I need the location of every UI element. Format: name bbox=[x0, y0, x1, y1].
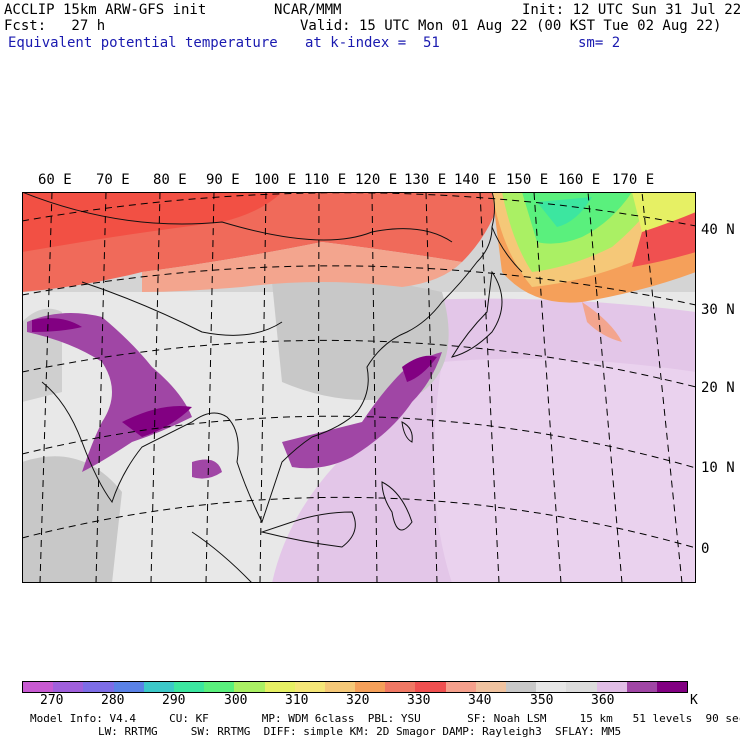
smoothing-label: sm= 2 bbox=[578, 35, 621, 51]
lon-label: 120 E bbox=[355, 172, 398, 188]
forecast-hour: Fcst: 27 h bbox=[4, 18, 106, 34]
lon-label: 130 E bbox=[404, 172, 447, 188]
org-label: NCAR/MMM bbox=[274, 2, 342, 18]
lon-label: 70 E bbox=[96, 172, 130, 188]
colorbar-tick: 320 bbox=[346, 693, 370, 708]
colorbar-swatch bbox=[415, 682, 446, 692]
model-info-line2: LW: RRTMG SW: RRTMG DIFF: simple KM: 2D … bbox=[98, 725, 622, 738]
colorbar-swatch bbox=[656, 682, 688, 692]
lat-label: 10 N bbox=[701, 460, 735, 476]
colorbar-swatch bbox=[596, 682, 627, 692]
colorbar-swatch bbox=[566, 682, 597, 692]
colorbar-tick: 340 bbox=[468, 693, 492, 708]
lon-label: 90 E bbox=[206, 172, 240, 188]
colorbar-swatch bbox=[83, 682, 114, 692]
colorbar-tick: 270 bbox=[40, 693, 64, 708]
field-name: Equivalent potential temperature bbox=[8, 35, 278, 51]
colorbar-swatch bbox=[173, 682, 205, 692]
lat-label: 30 N bbox=[701, 302, 735, 318]
colorbar-swatch bbox=[234, 682, 265, 692]
lat-label: 40 N bbox=[701, 222, 735, 238]
lon-label: 160 E bbox=[558, 172, 601, 188]
colorbar-tick: 310 bbox=[285, 693, 309, 708]
colorbar-tick: 350 bbox=[530, 693, 554, 708]
colorbar-tick: 360 bbox=[591, 693, 615, 708]
colorbar-unit: K bbox=[690, 693, 698, 708]
colorbar-swatch bbox=[536, 682, 567, 692]
colorbar-tick: 300 bbox=[224, 693, 248, 708]
colorbar-swatch bbox=[385, 682, 416, 692]
lon-label: 170 E bbox=[612, 172, 655, 188]
color-scale-bar bbox=[22, 681, 688, 693]
colorbar-swatch bbox=[53, 682, 84, 692]
lat-label: 20 N bbox=[701, 380, 735, 396]
colorbar-tick: 280 bbox=[101, 693, 125, 708]
colorbar-swatch bbox=[23, 682, 54, 692]
theta-e-map bbox=[22, 192, 696, 583]
lat-label: 0 bbox=[701, 541, 710, 557]
colorbar-swatch bbox=[294, 682, 325, 692]
lon-label: 100 E bbox=[254, 172, 297, 188]
colorbar-swatch bbox=[506, 682, 537, 692]
lon-label: 60 E bbox=[38, 172, 72, 188]
lon-label: 80 E bbox=[153, 172, 187, 188]
model-info-line1: Model Info: V4.4 CU: KF MP: WDM 6class P… bbox=[30, 712, 740, 725]
colorbar-swatch bbox=[355, 682, 386, 692]
colorbar-swatch bbox=[264, 682, 295, 692]
colorbar-swatch bbox=[626, 682, 657, 692]
colorbar-swatch bbox=[324, 682, 356, 692]
model-title: ACCLIP 15km ARW-GFS init bbox=[4, 2, 207, 18]
level-label: at k-index = 51 bbox=[305, 35, 440, 51]
lon-label: 140 E bbox=[454, 172, 497, 188]
colorbar-swatch bbox=[475, 682, 506, 692]
colorbar-tick: 290 bbox=[162, 693, 186, 708]
lon-label: 150 E bbox=[506, 172, 549, 188]
init-time: Init: 12 UTC Sun 31 Jul 22 bbox=[522, 2, 740, 18]
colorbar-swatch bbox=[445, 682, 476, 692]
colorbar-tick: 330 bbox=[407, 693, 431, 708]
valid-time: Valid: 15 UTC Mon 01 Aug 22 (00 KST Tue … bbox=[300, 18, 722, 34]
colorbar-swatch bbox=[143, 682, 174, 692]
lon-label: 110 E bbox=[304, 172, 347, 188]
colorbar-swatch bbox=[113, 682, 144, 692]
colorbar-swatch bbox=[204, 682, 235, 692]
